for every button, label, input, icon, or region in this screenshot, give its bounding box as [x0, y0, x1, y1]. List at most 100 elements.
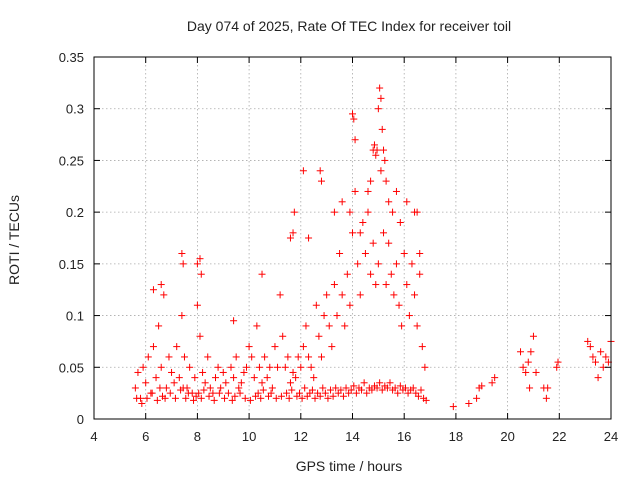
- data-point: [380, 146, 388, 154]
- data-point: [133, 394, 141, 402]
- data-point: [349, 229, 356, 237]
- data-points: [131, 84, 615, 411]
- data-point: [383, 384, 391, 392]
- data-point: [403, 198, 411, 206]
- data-point: [235, 384, 243, 392]
- data-point: [258, 379, 266, 387]
- x-tick-label: 4: [90, 429, 97, 444]
- data-point: [298, 394, 306, 402]
- data-point: [390, 291, 398, 299]
- data-point: [193, 260, 201, 268]
- data-point: [356, 229, 364, 237]
- data-point: [594, 374, 602, 382]
- x-tick-label: 24: [604, 429, 618, 444]
- data-point: [342, 384, 350, 392]
- data-point: [377, 167, 385, 175]
- data-point: [385, 239, 393, 247]
- data-point: [382, 281, 390, 289]
- data-point: [352, 389, 360, 397]
- data-point: [372, 281, 380, 289]
- data-point: [387, 270, 395, 278]
- data-point: [323, 291, 331, 299]
- data-point: [391, 384, 399, 392]
- x-tick-label: 16: [397, 429, 411, 444]
- y-axis-label: ROTI / TECUs: [6, 195, 22, 285]
- data-point: [324, 394, 332, 402]
- data-point: [354, 260, 362, 268]
- data-point: [413, 208, 421, 216]
- data-point: [386, 379, 394, 387]
- data-point: [339, 392, 347, 400]
- data-point: [478, 382, 486, 390]
- data-point: [418, 343, 426, 351]
- data-point: [411, 291, 419, 299]
- data-point: [227, 363, 235, 371]
- data-point: [217, 384, 225, 392]
- data-point: [401, 384, 409, 392]
- data-point: [378, 386, 386, 394]
- data-point: [305, 353, 313, 361]
- data-point: [186, 363, 194, 371]
- chart-title: Day 074 of 2025, Rate Of TEC Index for r…: [187, 18, 511, 34]
- data-point: [327, 386, 335, 394]
- data-point: [204, 353, 212, 361]
- data-point: [232, 353, 240, 361]
- data-point: [153, 396, 161, 404]
- data-point: [228, 396, 236, 404]
- data-point: [214, 363, 222, 371]
- data-point: [405, 312, 413, 320]
- data-point: [396, 382, 404, 390]
- data-point: [332, 384, 340, 392]
- data-point: [152, 374, 160, 382]
- data-point: [310, 374, 318, 382]
- data-point: [205, 392, 213, 400]
- data-point: [316, 167, 324, 175]
- data-point: [311, 394, 319, 402]
- data-point: [160, 291, 168, 299]
- axis-ticks: 4 6 8 10 12 14 16 18 20 22 24 0 0.05 0.1 0.15 0.2 0.25 0.…: [59, 50, 619, 444]
- data-point: [196, 332, 204, 340]
- data-point: [199, 368, 207, 376]
- y-tick-label: 0.3: [66, 102, 84, 117]
- data-point: [408, 260, 416, 268]
- data-point: [351, 136, 359, 144]
- data-point: [392, 260, 400, 268]
- data-point: [382, 177, 390, 185]
- data-point: [255, 363, 263, 371]
- data-point: [241, 394, 249, 402]
- data-point: [266, 363, 274, 371]
- data-point: [231, 392, 239, 400]
- data-point: [363, 389, 371, 397]
- data-point: [532, 368, 540, 376]
- y-tick-label: 0.25: [59, 153, 84, 168]
- data-point: [346, 301, 354, 309]
- data-point: [196, 255, 204, 263]
- data-point: [517, 348, 525, 356]
- data-point: [191, 374, 199, 382]
- data-point: [259, 386, 267, 394]
- data-point: [165, 353, 173, 361]
- data-point: [246, 396, 254, 404]
- data-point: [349, 110, 356, 118]
- data-point: [156, 384, 164, 392]
- data-point: [230, 317, 238, 325]
- data-point: [554, 358, 562, 366]
- data-point: [224, 389, 232, 397]
- data-point: [284, 353, 292, 361]
- data-point: [184, 389, 192, 397]
- data-point: [149, 343, 157, 351]
- data-point: [254, 389, 262, 397]
- data-point: [201, 379, 209, 387]
- data-point: [328, 343, 336, 351]
- data-point: [290, 208, 298, 216]
- data-point: [376, 379, 384, 387]
- data-point: [271, 343, 279, 351]
- data-point: [380, 229, 388, 237]
- data-point: [325, 322, 333, 330]
- data-point: [245, 343, 253, 351]
- x-tick-label: 20: [500, 429, 514, 444]
- data-point: [586, 343, 594, 351]
- data-point: [364, 187, 372, 195]
- data-point: [367, 270, 375, 278]
